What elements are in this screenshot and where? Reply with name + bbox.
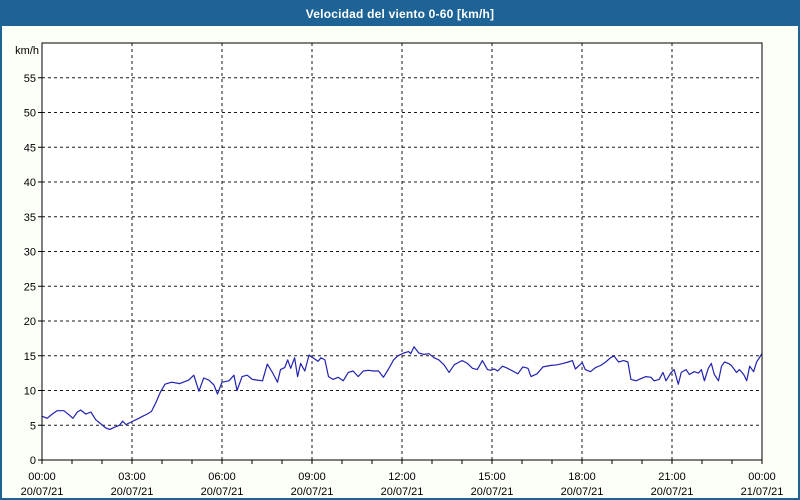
y-tick-label: 15: [24, 351, 36, 363]
y-tick-label: 0: [30, 455, 36, 467]
y-tick-label: 10: [24, 386, 36, 398]
y-tick-label: 20: [24, 316, 36, 328]
y-axis-unit-label: km/h: [15, 45, 39, 57]
x-tick-label-date: 20/07/21: [21, 486, 64, 498]
plot-border: [41, 42, 763, 461]
y-tick-label: 30: [24, 247, 36, 259]
y-tick-label: 55: [24, 73, 36, 85]
x-tick-label-time: 06:00: [208, 471, 236, 483]
wind-speed-line: [41, 346, 763, 430]
y-tick-label: 5: [30, 420, 36, 432]
chart-title-bar: Velocidad del viento 0-60 [km/h]: [2, 2, 798, 26]
x-tick-label-time: 15:00: [478, 471, 506, 483]
x-tick-label-date: 20/07/21: [651, 486, 694, 498]
y-tick-label: 35: [24, 212, 36, 224]
x-tick-label-time: 18:00: [568, 471, 596, 483]
x-tick-label-date: 20/07/21: [111, 486, 154, 498]
x-tick-label-date: 20/07/21: [381, 486, 424, 498]
x-tick-label-date: 20/07/21: [561, 486, 604, 498]
x-tick-label-date: 21/07/21: [741, 486, 784, 498]
x-tick-label-time: 00:00: [28, 471, 56, 483]
x-tick-label-time: 09:00: [298, 471, 326, 483]
x-tick-label-time: 00:00: [748, 471, 776, 483]
y-tick-label: 45: [24, 142, 36, 154]
chart-title: Velocidad del viento 0-60 [km/h]: [305, 7, 495, 21]
x-tick-label-date: 20/07/21: [291, 486, 334, 498]
y-tick-label: 40: [24, 177, 36, 189]
y-tick-label: 50: [24, 108, 36, 120]
x-tick-label-time: 12:00: [388, 471, 416, 483]
x-tick-label-time: 21:00: [658, 471, 686, 483]
x-tick-label-date: 20/07/21: [471, 486, 514, 498]
x-tick-label-time: 03:00: [118, 471, 146, 483]
x-gridlines-and-labels: 00:00 20/07/21 03:00 20/07/21 06:00 20/07/21 0…: [21, 43, 784, 498]
y-tick-label: 25: [24, 281, 36, 293]
y-gridlines-and-labels: 0 5 10 15 20 25 30 35 40 45 50 55: [24, 73, 762, 467]
x-tick-label-date: 20/07/21: [201, 486, 244, 498]
